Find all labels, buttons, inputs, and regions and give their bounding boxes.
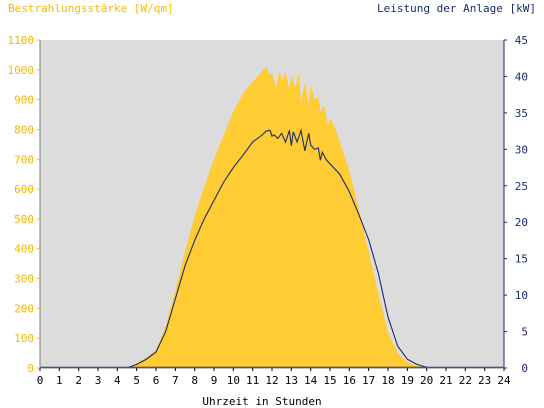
right-tick-label: 45 — [515, 34, 528, 47]
left-tick-label: 1100 — [8, 34, 35, 47]
x-tick-label: 5 — [133, 374, 140, 387]
x-tick-label: 2 — [75, 374, 82, 387]
left-tick-label: 400 — [14, 243, 34, 256]
right-tick-label: 40 — [515, 70, 528, 83]
x-axis-label: Uhrzeit in Stunden — [202, 395, 321, 408]
x-tick-label: 0 — [37, 374, 44, 387]
x-tick-label: 18 — [381, 374, 394, 387]
left-axis-label: Bestrahlungsstärke [W/qm] — [8, 2, 174, 15]
left-tick-label: 600 — [14, 183, 34, 196]
x-tick-label: 17 — [362, 374, 375, 387]
right-tick-label: 35 — [515, 107, 528, 120]
left-tick-label: 100 — [14, 332, 34, 345]
x-tick-label: 8 — [191, 374, 198, 387]
right-tick-label: 0 — [521, 362, 528, 375]
axis-layer: 0100200300400500600700800900100011000510… — [8, 34, 529, 387]
x-tick-label: 24 — [497, 374, 511, 387]
x-tick-label: 9 — [211, 374, 218, 387]
x-tick-label: 15 — [323, 374, 336, 387]
right-tick-label: 15 — [515, 253, 528, 266]
left-tick-label: 1000 — [8, 64, 35, 77]
right-axis-label: Leistung der Anlage [kW] — [377, 2, 536, 15]
x-tick-label: 12 — [265, 374, 278, 387]
x-tick-label: 19 — [401, 374, 414, 387]
right-tick-label: 30 — [515, 143, 528, 156]
x-tick-label: 22 — [459, 374, 472, 387]
x-tick-label: 7 — [172, 374, 179, 387]
power-line — [126, 128, 433, 369]
x-tick-label: 14 — [304, 374, 318, 387]
left-tick-label: 800 — [14, 123, 34, 136]
x-tick-label: 23 — [478, 374, 491, 387]
x-tick-label: 16 — [343, 374, 356, 387]
right-tick-label: 10 — [515, 289, 528, 302]
x-tick-label: 10 — [227, 374, 240, 387]
right-tick-label: 25 — [515, 180, 528, 193]
right-tick-label: 20 — [515, 216, 528, 229]
x-tick-label: 11 — [246, 374, 259, 387]
x-tick-label: 4 — [114, 374, 121, 387]
left-tick-label: 0 — [27, 362, 34, 375]
left-tick-label: 500 — [14, 213, 34, 226]
left-tick-label: 300 — [14, 273, 34, 286]
left-tick-label: 700 — [14, 153, 34, 166]
left-tick-label: 200 — [14, 302, 34, 315]
left-tick-label: 900 — [14, 94, 34, 107]
x-tick-label: 20 — [420, 374, 433, 387]
x-tick-label: 3 — [95, 374, 102, 387]
x-tick-label: 1 — [56, 374, 63, 387]
x-tick-label: 21 — [439, 374, 452, 387]
irradiance-area — [127, 66, 433, 368]
right-tick-label: 5 — [521, 326, 528, 339]
x-tick-label: 13 — [285, 374, 298, 387]
x-tick-label: 6 — [153, 374, 160, 387]
